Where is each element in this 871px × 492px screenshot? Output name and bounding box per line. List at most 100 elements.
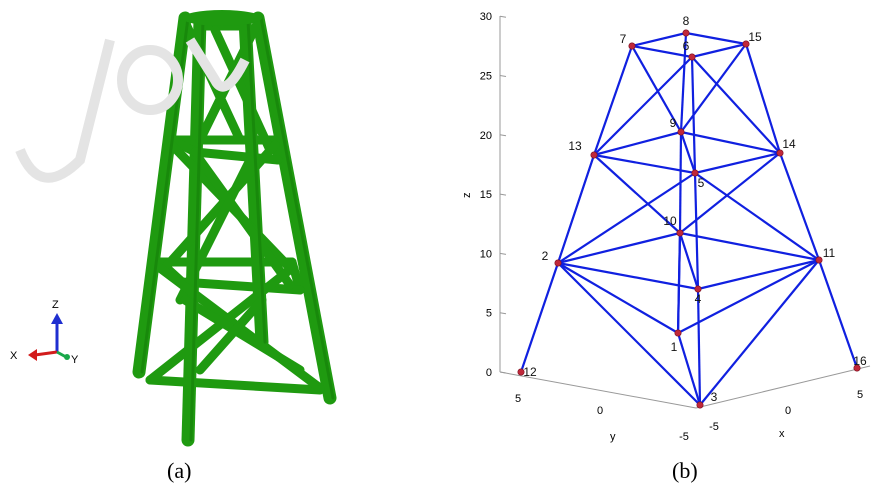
truss-member-7-9 <box>631 45 682 133</box>
truss-member-9-15 <box>680 43 747 133</box>
z-tick-labels: 0 5 10 15 20 25 30 <box>480 11 507 379</box>
z-tick-label: 30 <box>480 11 492 23</box>
z-tick-mark <box>499 134 507 137</box>
tower-leg-shade <box>246 18 267 344</box>
triad-y-label: Y <box>71 354 79 366</box>
node-9-label: 9 <box>670 116 677 130</box>
node-7-label: 7 <box>620 32 627 46</box>
tower-leg-shade <box>140 16 190 374</box>
node-10-label: 10 <box>663 214 677 228</box>
node-13-label: 13 <box>568 139 582 153</box>
truss-members <box>519 31 859 406</box>
node-1-marker <box>674 329 682 337</box>
node-3-marker <box>696 401 704 409</box>
node-5-marker <box>691 169 699 177</box>
y-tick-labels: 5 0 -5 <box>515 393 689 443</box>
caption-b: (b) <box>672 458 698 483</box>
triad-x-label: X <box>10 350 18 362</box>
node-1-label: 1 <box>671 340 678 354</box>
truss-member-7-6 <box>631 44 693 59</box>
z-axis-label: z <box>461 193 473 199</box>
truss-member-2-13 <box>556 154 596 264</box>
node-15-marker <box>742 40 750 48</box>
truss-member-3-2 <box>557 262 701 406</box>
tower-brace <box>195 295 267 375</box>
node-2-marker <box>554 259 562 267</box>
z-tick-label: 15 <box>480 189 492 201</box>
triad-z-label: Z <box>52 299 59 311</box>
truss-member-16-11 <box>817 259 859 369</box>
z-tick-label: 20 <box>480 130 492 142</box>
tower-structure <box>132 10 337 447</box>
x-axis-arrow <box>34 350 58 357</box>
z-tick-mark <box>499 193 507 196</box>
truss-member-3-1 <box>676 332 702 406</box>
node-14-label: 14 <box>782 137 796 151</box>
tower-brace <box>177 277 305 295</box>
tower-brace <box>145 375 325 395</box>
truss-member-7-8 <box>631 31 687 48</box>
caption-a: (a) <box>167 458 192 483</box>
node-13-marker <box>590 151 598 159</box>
plot-axes <box>499 16 871 409</box>
y-tick-label: 0 <box>597 405 603 417</box>
truss-member-9-14 <box>680 130 781 155</box>
truss-member-12-2 <box>519 262 560 373</box>
z-tick-mark <box>499 371 507 374</box>
truss-member-4-11 <box>697 258 820 291</box>
x-tick-labels: -5 0 5 <box>709 389 863 433</box>
node-2-label: 2 <box>542 249 549 263</box>
tower-leg <box>132 11 192 379</box>
node-12-label: 12 <box>523 365 537 379</box>
truss-member-10-11 <box>679 231 820 262</box>
x-axis-arrowhead <box>28 349 37 361</box>
node-6-label: 6 <box>683 39 690 53</box>
y-axis-label: y <box>610 431 616 443</box>
tower-brace <box>175 155 255 305</box>
node-12-marker <box>517 368 525 376</box>
node-6-marker <box>688 53 696 61</box>
node-7-marker <box>628 42 636 50</box>
node-8-label: 8 <box>683 14 690 28</box>
y-tick-label: -5 <box>679 431 689 443</box>
node-9-marker <box>677 128 685 136</box>
truss-member-13-5 <box>593 153 696 175</box>
tower-leg-shade <box>259 16 335 400</box>
z-tick-label: 0 <box>486 367 492 379</box>
truss-member-2-5 <box>557 172 696 264</box>
node-14-marker <box>776 149 784 157</box>
y-tick-label: 5 <box>515 393 521 405</box>
panel-b-wireframe-plot: 0 5 10 15 20 25 30 5 0 -5 -5 0 5 z y x 1 2 3 4 5 6 7 8 9 10… <box>430 0 871 492</box>
truss-member-4-5 <box>693 172 700 290</box>
truss-member-2-4 <box>557 261 699 291</box>
truss-member-3-4 <box>696 288 702 406</box>
truss-member-14-15 <box>744 43 782 154</box>
truss-member-9-8 <box>679 32 688 133</box>
truss-member-6-15 <box>691 42 747 59</box>
truss-member-1-10 <box>676 232 682 334</box>
truss-member-13-10 <box>593 154 681 234</box>
truss-member-2-10 <box>557 231 681 265</box>
y-axis-line <box>499 371 697 409</box>
x-tick-label: -5 <box>709 421 719 433</box>
truss-member-8-15 <box>685 31 747 46</box>
node-11-marker <box>815 256 823 264</box>
z-axis-arrowhead <box>51 313 63 324</box>
x-tick-label: 0 <box>785 405 791 417</box>
truss-member-5-11 <box>694 172 820 261</box>
z-tick-mark <box>499 312 507 315</box>
tower-brace <box>195 155 295 290</box>
truss-member-13-6 <box>593 56 693 156</box>
node-4-label: 4 <box>695 292 702 306</box>
node-11-label: 11 <box>823 246 836 260</box>
truss-member-13-7 <box>592 45 634 156</box>
node-3-label: 3 <box>711 390 718 404</box>
tower-top-cap <box>182 10 262 26</box>
tower-brace <box>180 295 305 375</box>
truss-member-1-11 <box>677 259 820 334</box>
z-tick-mark <box>499 75 507 77</box>
axis-triad: Z X Y <box>10 299 79 366</box>
truss-member-5-14 <box>694 151 781 175</box>
